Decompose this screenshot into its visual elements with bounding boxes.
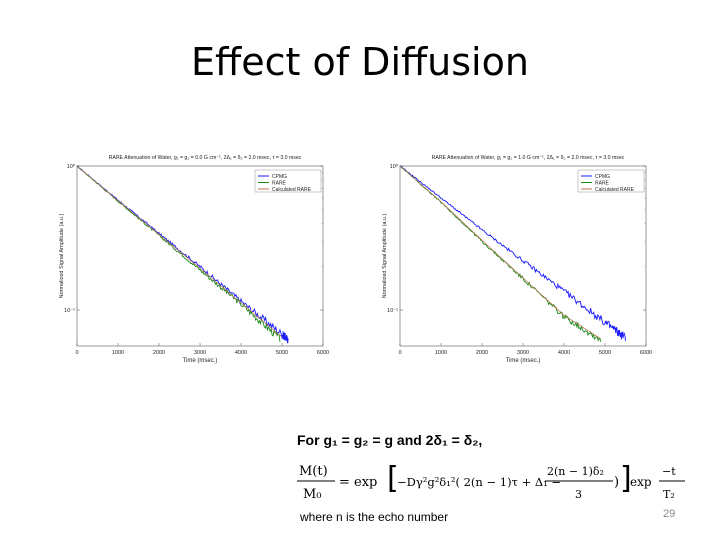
formula-frac-den: 3 [575,488,582,501]
legend-box [254,169,322,193]
legend-entry: RARE [272,181,287,187]
formula-close-bracket: ] [620,461,632,496]
formula-exp-num: −t [662,465,676,478]
formula-exp2: exp [630,475,652,489]
x-tick-label: 0 [75,350,78,356]
x-axis-label: Time (msec.) [506,358,541,364]
series-line-calculated-rare [399,165,602,340]
plot-frame [399,165,647,347]
formula-frac-num: 2(n − 1)δ₂ [547,465,604,478]
legend-entry: CPMG [595,174,610,180]
formula-exp-den: T₂ [663,488,675,501]
formula-exp1: = exp [339,475,377,490]
slide-number: 29 [663,508,676,520]
chart-right: RARE Attenuation of Water, g₁ = g₂ = 1.0… [382,155,652,364]
echo-number-note: where n is the echo number [300,510,449,524]
series-line-cpmg [399,165,626,342]
x-tick-label: 5000 [276,350,288,356]
chart-left: RARE Attenuation of Water, g₁ = g₂ = 0.0… [59,155,329,364]
series-line-calculated-rare [76,165,283,338]
formula-body: −Dγ²g²δ₁²( 2(n − 1)τ + Δ₁ − [397,475,561,489]
y-tick-label: 10⁻¹ [64,308,75,314]
x-tick-label: 3000 [194,350,206,356]
x-tick-label: 4000 [558,350,570,356]
slide-title: Effect of Diffusion [191,40,529,84]
x-tick-label: 1000 [435,350,447,356]
formula-lhs-den: M₀ [303,487,322,502]
formula-lhs-num: M(t) [299,464,328,479]
legend-box [577,169,645,193]
x-tick-label: 2000 [153,350,165,356]
plot-frame [76,165,324,347]
formula-caption: For g₁ = g₂ = g and 2δ₁ = δ₂, [297,432,483,448]
legend-entry: Calculated RARE [272,187,312,193]
y-tick-label: 10⁰ [390,163,399,170]
x-axis-label: Time (msec.) [183,358,218,364]
x-tick-label: 2000 [476,350,488,356]
y-axis-label: Normalized Signal Amplitude (a.u.) [382,213,388,298]
chart-title: RARE Attenuation of Water, g₁ = g₂ = 1.0… [432,155,625,161]
x-tick-label: 5000 [599,350,611,356]
legend-entry: CPMG [272,174,287,180]
legend-entry: RARE [595,181,610,187]
attenuation-formula: M(t) M₀ = exp [ −Dγ²g²δ₁²( 2(n − 1)τ + Δ… [297,461,685,502]
y-tick-label: 10⁰ [67,163,76,170]
x-tick-label: 1000 [112,350,124,356]
formula-close-paren: ) [614,475,619,490]
x-tick-label: 6000 [317,350,329,356]
chart-title: RARE Attenuation of Water, g₁ = g₂ = 0.0… [109,155,302,161]
legend-entry: Calculated RARE [595,187,635,193]
x-tick-label: 4000 [235,350,247,356]
y-axis-label: Normalized Signal Amplitude (a.u.) [59,213,65,298]
formula-open-bracket: [ [387,461,399,496]
x-tick-label: 0 [398,350,401,356]
x-tick-label: 3000 [517,350,529,356]
x-tick-label: 6000 [640,350,652,356]
y-tick-label: 10⁻¹ [387,308,398,314]
